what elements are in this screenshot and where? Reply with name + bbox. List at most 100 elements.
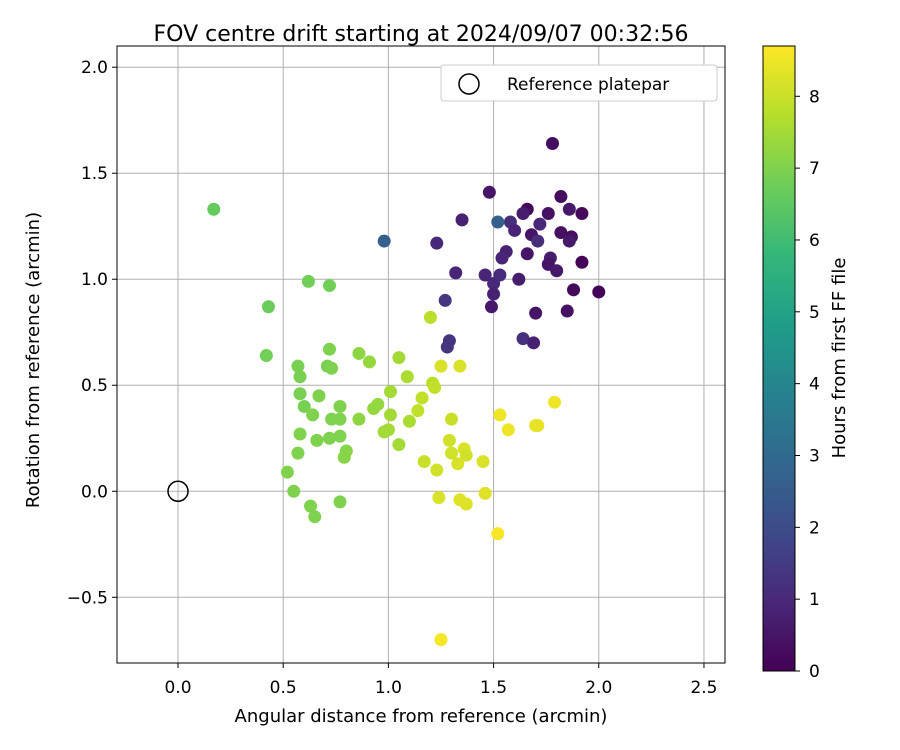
data-point (371, 397, 385, 411)
data-point (310, 433, 324, 447)
data-point (333, 495, 347, 509)
data-point (531, 419, 545, 433)
data-point (417, 455, 431, 469)
data-point (377, 234, 391, 248)
data-point (430, 236, 444, 250)
data-point (381, 423, 395, 437)
data-point (312, 389, 326, 403)
data-point (430, 463, 444, 477)
data-point (531, 234, 545, 248)
data-point (562, 202, 576, 216)
data-point (325, 361, 339, 375)
data-point (287, 484, 301, 498)
data-point (445, 412, 459, 426)
legend-entry-label: Reference platepar (507, 75, 669, 95)
data-point (541, 207, 555, 221)
x-tick-label: 1.5 (480, 678, 507, 698)
data-point (293, 387, 307, 401)
data-point (304, 499, 318, 513)
data-point (362, 355, 376, 369)
data-point (545, 137, 559, 151)
data-point (322, 342, 336, 356)
colorbar-tick-label: 8 (809, 87, 820, 107)
data-point (259, 349, 273, 363)
data-point (459, 497, 473, 511)
data-point (293, 427, 307, 441)
data-point (512, 272, 526, 286)
data-point (392, 438, 406, 452)
data-point (550, 264, 564, 278)
y-tick-label: 0.0 (81, 482, 108, 502)
data-point (352, 346, 366, 360)
data-point (487, 276, 501, 290)
x-tick-label: 0.5 (270, 678, 297, 698)
data-point (516, 207, 530, 221)
data-point (333, 429, 347, 443)
x-tick-label: 2.5 (690, 678, 717, 698)
data-point (453, 359, 467, 373)
data-point (400, 370, 414, 384)
colorbar-tick-label: 1 (809, 590, 820, 610)
data-point (508, 223, 522, 237)
data-point (482, 185, 496, 199)
colorbar-tick-label: 6 (809, 231, 820, 251)
data-point (322, 431, 336, 445)
data-point (261, 300, 275, 314)
data-point (333, 412, 347, 426)
data-point (383, 408, 397, 422)
colorbar (762, 45, 796, 672)
data-point (383, 385, 397, 399)
data-point (476, 455, 490, 469)
colorbar-tick-label: 4 (809, 375, 820, 395)
data-point (337, 450, 351, 464)
data-point (392, 351, 406, 365)
x-tick-label: 2.0 (585, 678, 612, 698)
data-point (449, 266, 463, 280)
data-point (484, 300, 498, 314)
legend-marker-icon (458, 73, 480, 95)
plot-frame (116, 45, 726, 664)
data-point (301, 274, 315, 288)
legend: Reference platepar (440, 64, 718, 102)
data-point (438, 293, 452, 307)
data-point (491, 527, 505, 541)
data-point (487, 287, 501, 301)
y-tick-label: −0.5 (67, 588, 108, 608)
data-point (592, 285, 606, 299)
colorbar-tick-label: 7 (809, 159, 820, 179)
data-point (293, 370, 307, 384)
data-point (554, 190, 568, 204)
data-point (520, 247, 534, 261)
data-point (478, 486, 492, 500)
y-tick-label: 2.0 (81, 58, 108, 78)
data-point (280, 465, 294, 479)
data-point (527, 336, 541, 350)
colorbar-tick-label: 2 (809, 518, 820, 538)
chart-title: FOV centre drift starting at 2024/09/07 … (154, 22, 689, 47)
data-point (207, 202, 221, 216)
data-point (352, 412, 366, 426)
data-point (442, 433, 456, 447)
data-point (434, 633, 448, 647)
data-point (575, 255, 589, 269)
data-point (333, 399, 347, 413)
x-axis-label: Angular distance from reference (arcmin) (235, 706, 608, 727)
data-point (451, 457, 465, 471)
data-point (491, 215, 505, 229)
data-point (322, 279, 336, 293)
data-point (291, 359, 305, 373)
data-point (495, 251, 509, 265)
data-point (411, 404, 425, 418)
colorbar-tick-label: 0 (809, 662, 820, 682)
data-point (560, 304, 574, 318)
data-point (562, 234, 576, 248)
data-point (575, 207, 589, 221)
data-point (493, 408, 507, 422)
data-point (297, 399, 311, 413)
data-point (501, 423, 515, 437)
data-point (478, 268, 492, 282)
data-point (434, 359, 448, 373)
y-axis-label: Rotation from reference (arcmin) (23, 212, 44, 508)
data-point (548, 395, 562, 409)
